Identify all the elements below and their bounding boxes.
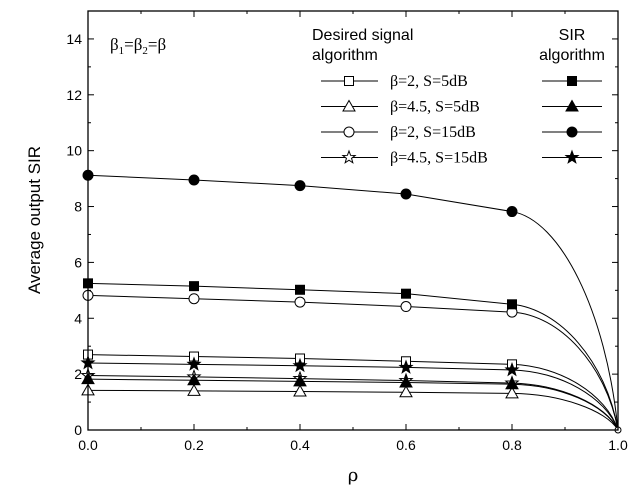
data-point-triangle-filled — [399, 375, 413, 388]
legend-header-left: algorithm — [312, 47, 378, 64]
legend-marker-left — [344, 76, 354, 86]
y-tick-label: 6 — [74, 254, 82, 270]
data-point-triangle-filled — [505, 377, 519, 390]
legend-marker-left — [341, 149, 357, 164]
series-line-circle-open — [87, 294, 619, 431]
data-point-square-filled — [295, 284, 305, 295]
data-point-triangle-open — [293, 384, 307, 397]
x-tick-label: 0.8 — [502, 437, 522, 453]
x-tick-label: 0.6 — [396, 437, 416, 453]
legend-marker-left — [342, 99, 356, 112]
data-point-triangle-filled — [293, 374, 307, 387]
series-line-triangle-open — [87, 389, 619, 431]
data-point-circle-open — [400, 301, 412, 313]
x-axis-title: ρ — [348, 465, 359, 486]
legend-header-right: SIR — [559, 27, 586, 44]
series-line-triangle-filled — [87, 378, 619, 431]
series-line-star-filled — [87, 362, 619, 431]
legend-label: β=2, S=5dB — [390, 73, 468, 90]
data-point-circle-filled — [188, 174, 200, 186]
series-markers — [80, 169, 622, 434]
data-point-triangle-open — [505, 386, 519, 399]
y-tick-label: 4 — [74, 310, 82, 326]
y-tick-label: 8 — [74, 199, 82, 215]
y-tick-label: 12 — [66, 87, 82, 103]
legend-marker-right — [565, 99, 579, 112]
legend-label: β=4.5, S=5dB — [390, 99, 480, 116]
data-point-triangle-filled — [187, 373, 201, 386]
legend-marker-left — [343, 126, 355, 138]
legend-marker-right — [567, 76, 577, 86]
data-point-circle-filled — [506, 206, 518, 218]
data-point-square-filled — [507, 299, 517, 310]
series-line-circle-filled — [87, 174, 619, 431]
legend: Desired signal algorithm SIR algorithm β=2, … — [312, 27, 605, 167]
data-point-star-filled — [398, 359, 414, 374]
legend-marker-right — [566, 126, 578, 138]
x-tick-labels: 0.0 0.2 0.4 0.6 0.8 1.0 — [78, 437, 628, 453]
x-tick-label: 1.0 — [608, 437, 628, 453]
x-tick-label: 0.2 — [184, 437, 204, 453]
legend-label: β=2, S=15dB — [390, 124, 476, 141]
legend-header-left: Desired signal — [312, 27, 413, 44]
y-tick-label: 2 — [74, 366, 82, 382]
data-point-circle-open — [294, 296, 306, 308]
legend-label: β=4.5, S=15dB — [390, 150, 488, 167]
y-axis-title: Average output SIR — [25, 146, 44, 294]
series-line-square-filled — [87, 282, 619, 431]
y-tick-label: 10 — [66, 143, 82, 159]
y-tick-label: 14 — [66, 31, 82, 47]
data-point-triangle-open — [399, 385, 413, 398]
data-point-circle-filled — [294, 180, 306, 192]
plot-frame — [87, 10, 619, 431]
x-tick-label: 0.0 — [78, 437, 98, 453]
x-tick-label: 0.4 — [290, 437, 310, 453]
data-point-star-filled — [292, 357, 308, 373]
data-point-square-filled — [401, 288, 411, 299]
data-point-circle-filled — [400, 188, 412, 200]
y-tick-labels: 0 2 4 6 8 10 12 14 — [66, 31, 82, 438]
data-point-circle-open — [188, 293, 200, 305]
beta-annotation: β1=β2=β — [110, 35, 166, 57]
series-curves — [87, 174, 619, 431]
series-line-star-open — [87, 375, 619, 431]
legend-header-right: algorithm — [539, 47, 605, 64]
data-point-triangle-open — [187, 383, 201, 396]
data-point-square-filled — [189, 281, 199, 292]
data-point-star-filled — [504, 361, 520, 377]
data-point-star-filled — [186, 356, 202, 371]
legend-marker-right — [564, 149, 580, 164]
y-tick-label: 0 — [74, 422, 82, 438]
axis-ticks — [87, 11, 619, 431]
